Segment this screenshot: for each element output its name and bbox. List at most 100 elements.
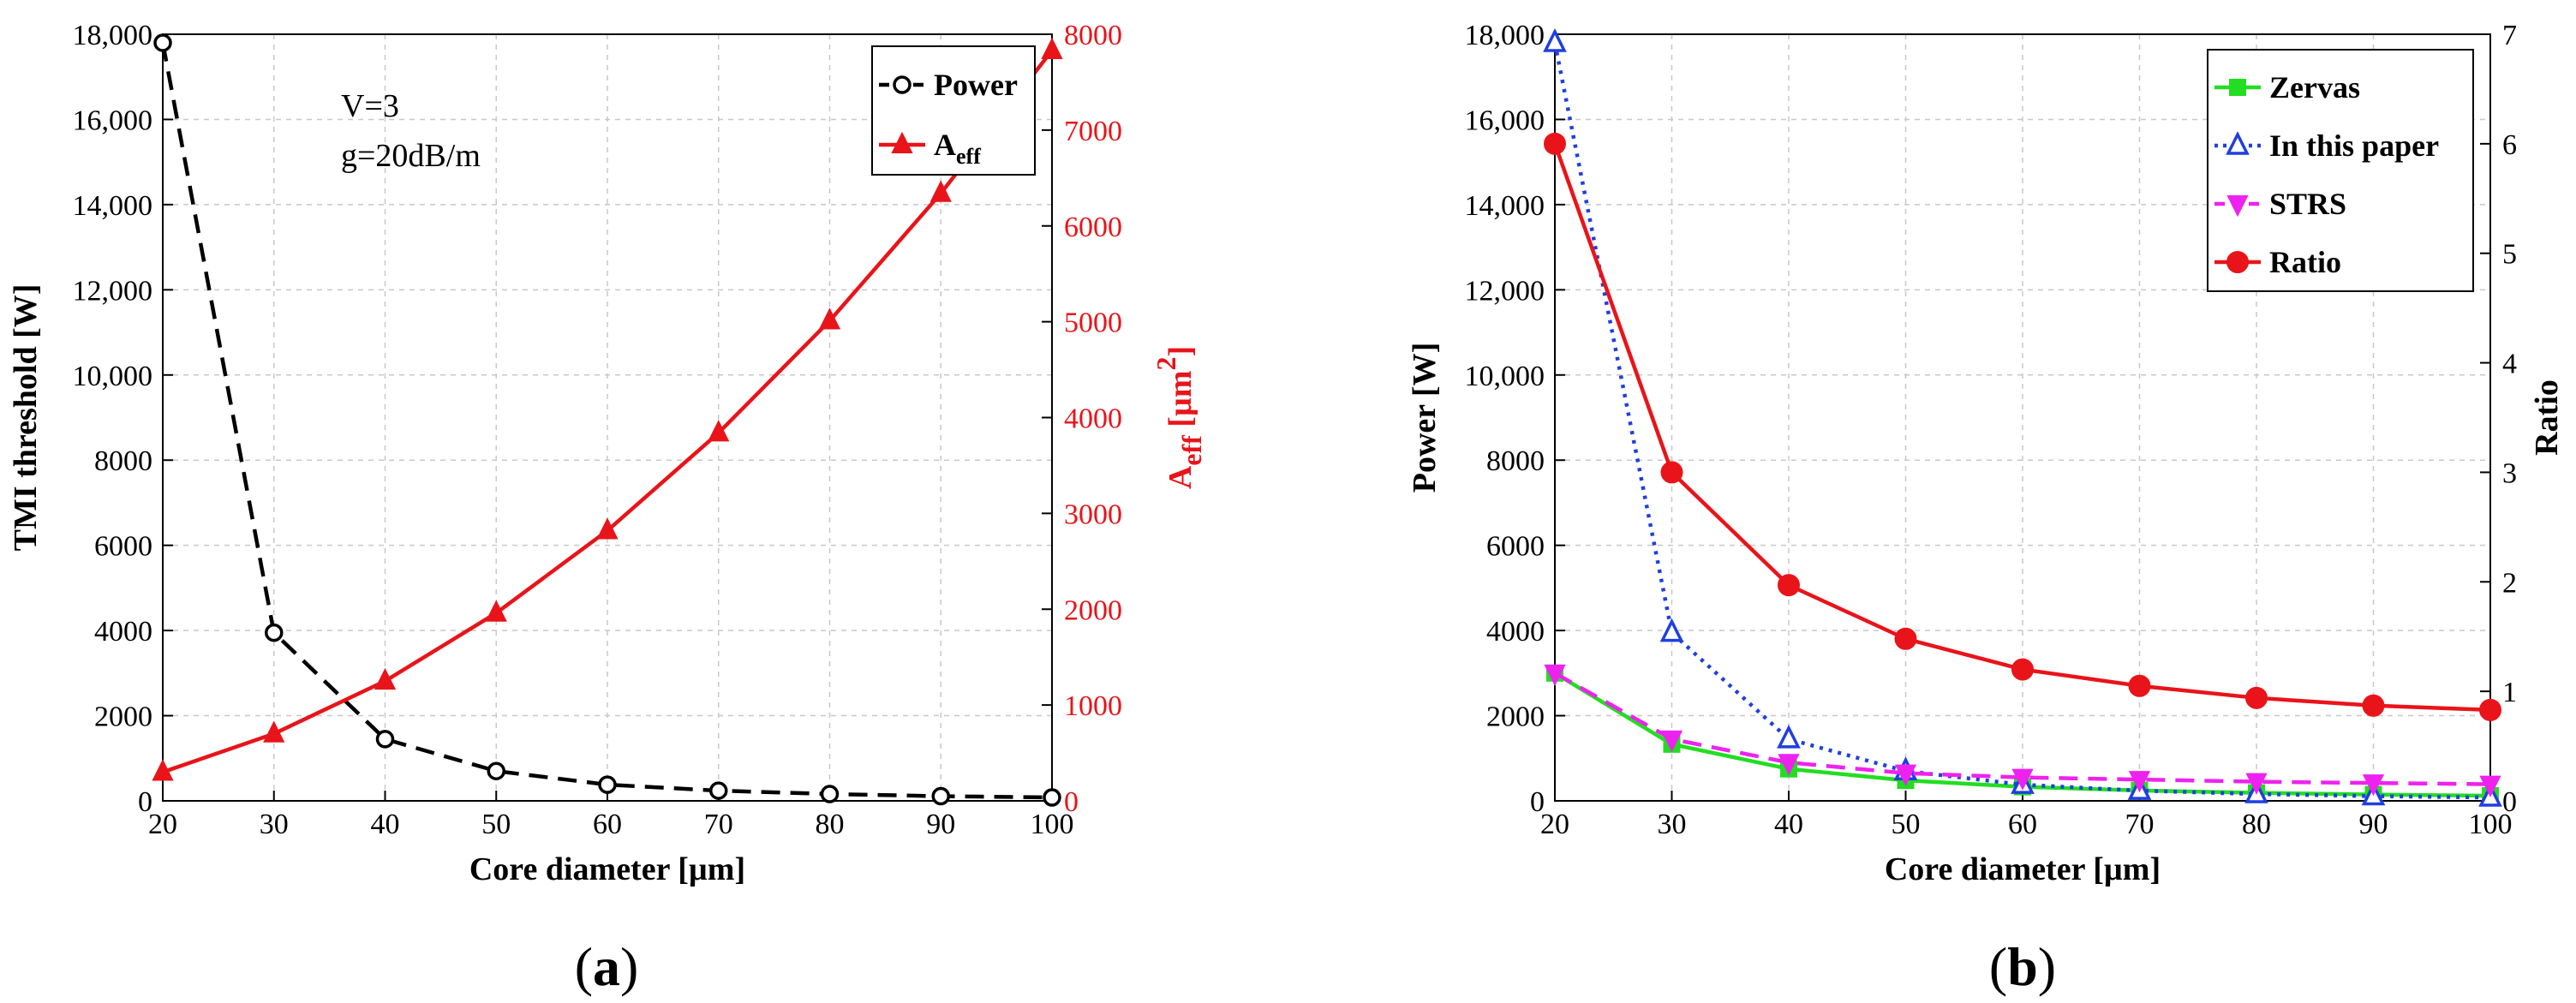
x-tick-label: 80 <box>2242 809 2271 840</box>
data-point-power <box>487 761 505 780</box>
y-right-tick-label: 2000 <box>1064 594 1122 626</box>
data-point-strs <box>1894 764 1917 786</box>
series-line-strs <box>1553 671 2491 786</box>
y-tick-label: 8000 <box>94 445 152 477</box>
y-right-tick-label: 8000 <box>1064 20 1122 51</box>
y-right-tick-label: 5 <box>2502 239 2517 271</box>
data-point-power <box>598 775 617 794</box>
data-point-in-this-paper <box>1659 618 1684 642</box>
data-point-aeff <box>263 720 285 743</box>
y-right-tick-label: 3000 <box>1064 499 1122 530</box>
panel-caption-letter: a <box>593 936 620 997</box>
x-tick-label: 30 <box>260 809 289 840</box>
y-tick-label: 10,000 <box>1465 361 1545 392</box>
series-line-power <box>160 42 1053 800</box>
x-tick-label: 70 <box>704 809 733 840</box>
y-right-axis-label-base: A <box>1162 465 1198 489</box>
data-point-strs <box>1660 730 1683 753</box>
y-tick-label: 0 <box>138 786 152 818</box>
data-point-aeff <box>818 307 841 330</box>
data-point-aeff <box>708 420 730 442</box>
panel-caption-letter: b <box>2007 936 2038 997</box>
data-point-power <box>1043 788 1061 807</box>
data-point-power <box>375 730 395 749</box>
data-point-strs <box>2245 773 2268 795</box>
data-point-strs <box>1778 754 1800 776</box>
x-tick-label: 90 <box>2359 809 2388 840</box>
x-tick-label: 20 <box>148 809 177 840</box>
data-point-aeff <box>1041 37 1063 60</box>
y-tick-label: 2000 <box>94 702 152 733</box>
legend-label: Ratio <box>2269 245 2341 279</box>
y-tick-label: 6000 <box>94 531 152 563</box>
data-point-power <box>931 786 950 806</box>
data-point-aeff <box>929 180 952 202</box>
x-tick-label: 60 <box>593 809 622 840</box>
y-axis-label: Power [W] <box>1407 343 1443 493</box>
x-tick-label: 50 <box>481 809 511 840</box>
panel-caption: (a) <box>575 936 639 997</box>
x-tick-label: 40 <box>1774 809 1803 840</box>
y-axis-label: TMI threshold [W] <box>8 284 44 552</box>
x-axis-label: Core diameter [µm] <box>1885 851 2161 887</box>
x-tick-label: 90 <box>926 809 955 840</box>
y-right-tick-label: 4000 <box>1064 403 1122 435</box>
legend-label: In this paper <box>2269 128 2439 163</box>
data-point-ratio <box>1778 574 1800 597</box>
data-point-aeff <box>485 600 507 622</box>
data-point-aeff <box>152 759 174 781</box>
y-tick-label: 14,000 <box>73 190 153 222</box>
y-right-tick-label: 7000 <box>1064 116 1122 147</box>
y-right-axis-label-close: ] <box>1162 346 1198 357</box>
chart-panel-a: 20 30 40 50 60 70 80 90 1000200040006000800010,0… <box>8 20 1207 997</box>
x-tick-label: 70 <box>2125 809 2155 840</box>
y-right-tick-label: 1 <box>2502 677 2517 708</box>
y-tick-label: 4000 <box>94 616 152 648</box>
legend-label-base: A <box>934 128 956 162</box>
x-tick-label: 60 <box>2008 809 2037 840</box>
annotation-text: V=3 <box>341 88 399 124</box>
data-point-ratio <box>2128 674 2151 697</box>
y-tick-label: 0 <box>1530 786 1545 818</box>
data-point-strs <box>1544 664 1566 687</box>
y-tick-label: 8000 <box>1486 445 1545 477</box>
y-tick-label: 16,000 <box>73 104 153 136</box>
data-point-aeff <box>374 667 397 690</box>
legend-marker-in-this-paper <box>2226 131 2250 155</box>
legend-label-sub: eff <box>956 144 981 169</box>
annotation-text: g=20dB/m <box>341 138 481 174</box>
y-right-axis-label-unit: [µm <box>1162 370 1198 435</box>
y-tick-label: 18,000 <box>73 20 153 51</box>
data-point-in-this-paper <box>1543 28 1567 52</box>
y-right-tick-label: 5000 <box>1064 307 1122 339</box>
y-tick-label: 10,000 <box>73 361 153 392</box>
data-point-in-this-paper <box>1777 724 1801 749</box>
legend: Power Aeff <box>871 45 1036 176</box>
legend-marker-ratio <box>2226 251 2249 273</box>
data-point-ratio <box>2245 686 2268 709</box>
series-line-in-this-paper <box>1552 42 2491 800</box>
y-right-tick-label: 6000 <box>1064 212 1122 243</box>
x-tick-label: 40 <box>371 809 400 840</box>
y-right-axis-label-sup: 2 <box>1151 356 1181 370</box>
y-right-tick-label: 0 <box>2502 786 2517 818</box>
data-point-strs <box>2479 775 2501 797</box>
panel-caption-close: ) <box>2038 936 2056 997</box>
legend-label: Power <box>934 68 1018 102</box>
x-tick-label: 20 <box>1540 809 1569 840</box>
y-right-tick-label: 1000 <box>1064 690 1122 722</box>
y-tick-label: 18,000 <box>1465 20 1545 51</box>
y-tick-label: 6000 <box>1486 531 1545 563</box>
legend-label: Aeff <box>934 128 981 169</box>
x-tick-label: 80 <box>816 809 845 840</box>
data-point-aeff <box>596 517 619 540</box>
y-right-tick-label: 4 <box>2502 349 2517 380</box>
chart-panel-b: 20 30 40 50 60 70 80 90 1000200040006000800010,0… <box>1407 20 2565 997</box>
legend-box <box>2207 49 2474 292</box>
y-tick-label: 2000 <box>1486 702 1545 733</box>
y-right-tick-label: 7 <box>2502 20 2517 51</box>
data-point-power <box>709 781 728 800</box>
panel-caption-open: ( <box>575 936 593 997</box>
x-axis-label: Core diameter [µm] <box>469 851 745 887</box>
